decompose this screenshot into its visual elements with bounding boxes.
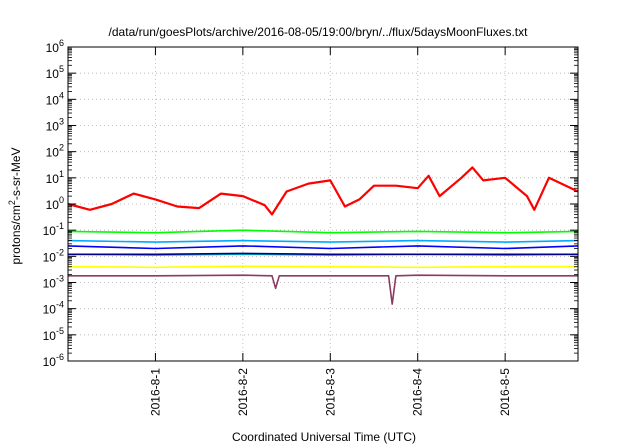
series-line-5 <box>67 253 579 257</box>
y-tick-label: 104 <box>46 90 64 107</box>
y-tick-label: 100 <box>46 195 64 212</box>
x-axis-label: Coordinated Universal Time (UTC) <box>232 430 416 444</box>
series-line-4 <box>67 245 579 250</box>
y-tick-label: 10-2 <box>43 247 64 264</box>
series-line-2 <box>67 229 579 234</box>
y-tick-label: 101 <box>46 169 64 186</box>
x-tick-label: 2016-8-4 <box>411 368 425 416</box>
x-tick-label: 2016-8-5 <box>498 368 512 416</box>
y-tick-label: 102 <box>46 143 64 160</box>
y-tick-label: 10-1 <box>43 221 64 238</box>
y-axis: 10-6 10-5 10-4 10-3 10-2 10-1 100 101 102 103 104 1… <box>43 38 578 369</box>
chart-title: /data/run/goesPlots/archive/2016-08-05/1… <box>109 25 529 39</box>
x-tick-label: 2016-8-1 <box>148 368 162 416</box>
series-line-1 <box>67 166 579 216</box>
series-line-8 <box>68 274 578 305</box>
x-tick-label: 2016-8-3 <box>323 368 337 416</box>
y-tick-label: 10-4 <box>43 300 64 317</box>
series-line-6 <box>68 252 578 256</box>
y-tick-label: 10-3 <box>43 274 64 291</box>
x-axis: 2016-8-1 2016-8-2 2016-8-3 2016-8-4 2016-8-5 <box>148 47 512 416</box>
data-series <box>67 166 579 305</box>
y-tick-label: 10-6 <box>43 352 64 369</box>
y-tick-label: 103 <box>46 117 64 134</box>
x-tick-label: 2016-8-2 <box>236 368 250 416</box>
grid-lines <box>68 47 578 361</box>
series-line-7 <box>67 265 578 269</box>
y-tick-label: 10-5 <box>43 326 64 343</box>
y-tick-label: 105 <box>46 64 64 81</box>
series-line-3 <box>67 239 579 243</box>
y-axis-label: protons/cm2-s-sr-MeV <box>7 147 23 264</box>
y-tick-label: 106 <box>46 38 64 55</box>
